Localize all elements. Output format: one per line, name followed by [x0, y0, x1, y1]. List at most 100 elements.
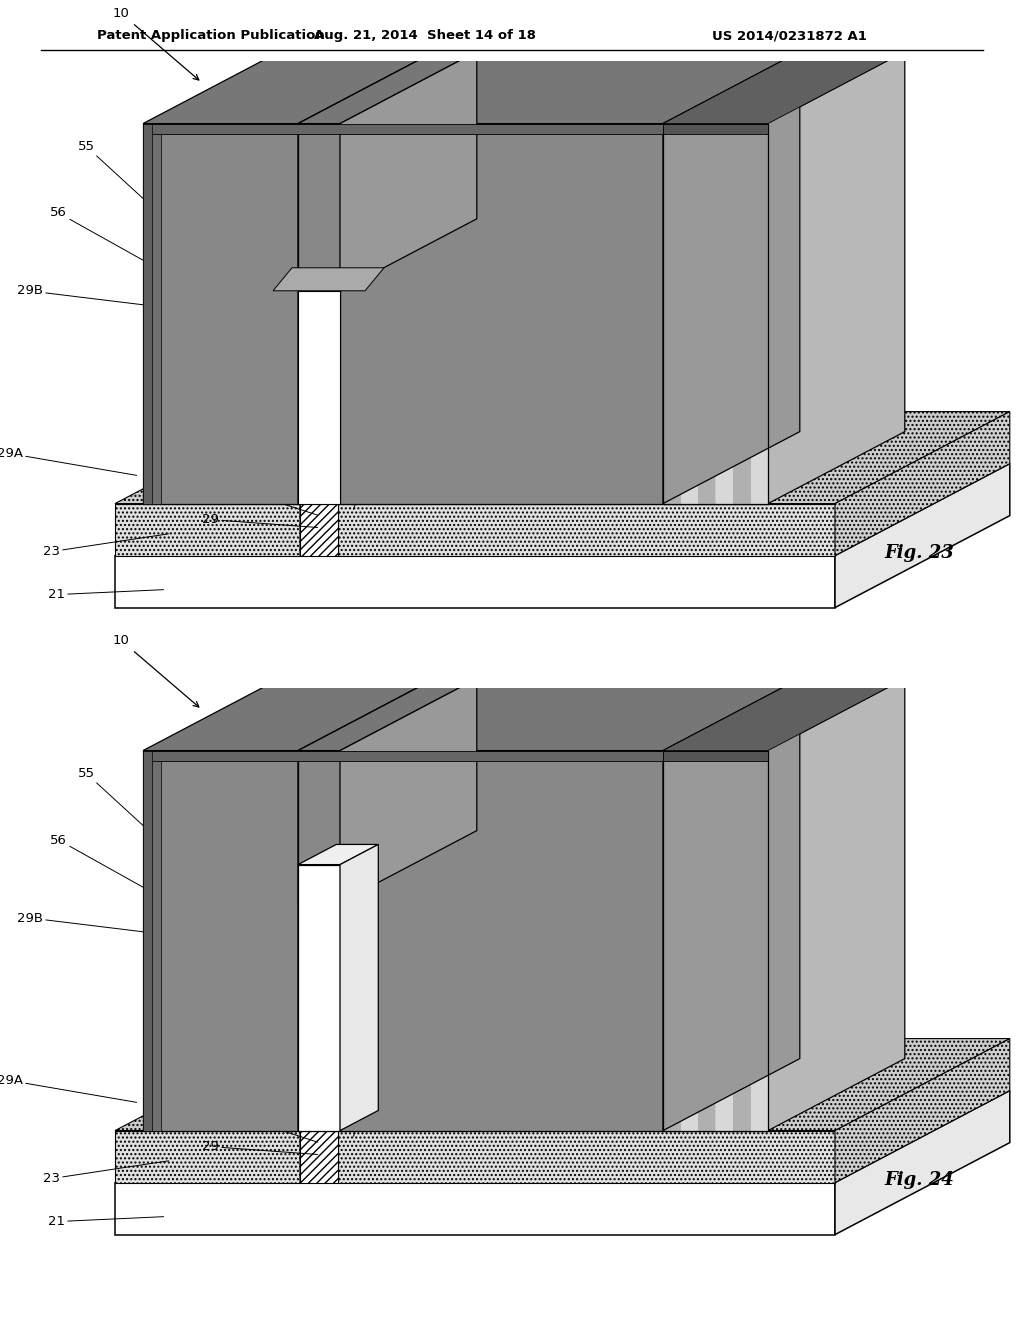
Polygon shape — [143, 751, 152, 1131]
Polygon shape — [340, 678, 800, 751]
Text: 27: 27 — [353, 459, 378, 510]
Polygon shape — [143, 124, 298, 504]
Polygon shape — [698, 124, 716, 504]
Polygon shape — [835, 1090, 1010, 1234]
Polygon shape — [768, 678, 905, 1131]
Text: US 2014/0231872 A1: US 2014/0231872 A1 — [712, 29, 866, 42]
Polygon shape — [300, 1039, 475, 1183]
Polygon shape — [751, 751, 768, 1131]
Polygon shape — [115, 1183, 835, 1234]
Polygon shape — [768, 51, 905, 504]
Polygon shape — [143, 124, 161, 504]
Polygon shape — [338, 504, 835, 556]
Text: 29: 29 — [202, 1140, 317, 1155]
Text: 29B: 29B — [17, 912, 152, 933]
Polygon shape — [300, 1131, 338, 1183]
Text: 31: 31 — [304, 62, 326, 117]
Polygon shape — [663, 51, 800, 504]
Text: 23: 23 — [43, 533, 169, 558]
Text: Patent Application Publication: Patent Application Publication — [97, 29, 325, 42]
Polygon shape — [340, 124, 663, 504]
Polygon shape — [338, 1039, 1010, 1131]
Text: 61: 61 — [727, 921, 787, 935]
Text: 10: 10 — [113, 7, 199, 81]
Text: Aug. 21, 2014  Sheet 14 of 18: Aug. 21, 2014 Sheet 14 of 18 — [314, 29, 536, 42]
Polygon shape — [115, 463, 1010, 556]
Polygon shape — [340, 51, 477, 290]
Polygon shape — [143, 124, 152, 504]
Polygon shape — [663, 51, 905, 124]
Text: 61: 61 — [727, 294, 787, 308]
Polygon shape — [663, 124, 768, 133]
Polygon shape — [298, 865, 340, 1131]
Polygon shape — [716, 124, 733, 504]
Text: 10: 10 — [113, 634, 199, 708]
Polygon shape — [115, 1090, 1010, 1183]
Polygon shape — [143, 51, 435, 124]
Polygon shape — [298, 845, 378, 865]
Text: 27: 27 — [353, 1086, 378, 1137]
Text: 55: 55 — [78, 140, 164, 218]
Polygon shape — [115, 504, 300, 556]
Polygon shape — [733, 751, 751, 1131]
Polygon shape — [716, 751, 733, 1131]
Polygon shape — [143, 124, 663, 133]
Text: 59: 59 — [736, 689, 793, 750]
Text: 29: 29 — [202, 513, 317, 528]
Polygon shape — [340, 751, 663, 1131]
Polygon shape — [663, 751, 768, 760]
Polygon shape — [143, 751, 298, 1131]
Polygon shape — [835, 412, 1010, 556]
Polygon shape — [681, 751, 698, 1131]
Polygon shape — [681, 124, 698, 504]
Polygon shape — [340, 678, 477, 903]
Text: 29B: 29B — [17, 285, 152, 306]
Polygon shape — [115, 1131, 300, 1183]
Text: 21: 21 — [48, 589, 164, 601]
Text: 56: 56 — [50, 833, 156, 895]
Text: 31: 31 — [304, 689, 326, 744]
Polygon shape — [663, 678, 905, 751]
Polygon shape — [733, 124, 751, 504]
Polygon shape — [663, 124, 768, 504]
Polygon shape — [298, 124, 340, 290]
Polygon shape — [663, 678, 800, 1131]
Polygon shape — [340, 845, 378, 1131]
Text: 29A: 29A — [0, 447, 136, 475]
Polygon shape — [663, 751, 768, 1131]
Polygon shape — [143, 751, 663, 760]
Polygon shape — [835, 1039, 1010, 1183]
Polygon shape — [298, 51, 477, 124]
Polygon shape — [298, 751, 340, 903]
Text: 29A: 29A — [0, 1074, 136, 1102]
Polygon shape — [663, 751, 681, 1131]
Text: Fig. 23: Fig. 23 — [884, 544, 954, 561]
Polygon shape — [835, 463, 1010, 607]
Polygon shape — [143, 751, 161, 1131]
Polygon shape — [143, 678, 435, 751]
Text: 25: 25 — [212, 477, 317, 515]
Polygon shape — [298, 290, 340, 504]
Text: 55: 55 — [78, 767, 164, 845]
Polygon shape — [663, 124, 681, 504]
Polygon shape — [298, 678, 435, 1131]
Text: 25: 25 — [212, 1104, 317, 1142]
Text: 59: 59 — [736, 62, 793, 123]
Text: 23: 23 — [43, 1160, 169, 1185]
Text: 56: 56 — [50, 206, 156, 268]
Polygon shape — [115, 556, 835, 607]
Text: 21: 21 — [48, 1216, 164, 1228]
Polygon shape — [340, 51, 800, 124]
Polygon shape — [663, 51, 905, 124]
Polygon shape — [751, 124, 768, 504]
Polygon shape — [663, 678, 905, 751]
Polygon shape — [338, 1131, 835, 1183]
Polygon shape — [115, 1039, 475, 1131]
Polygon shape — [273, 268, 384, 290]
Polygon shape — [300, 504, 338, 556]
Polygon shape — [338, 412, 1010, 504]
Polygon shape — [298, 51, 435, 504]
Polygon shape — [115, 412, 475, 504]
Polygon shape — [698, 751, 716, 1131]
Polygon shape — [300, 412, 475, 556]
